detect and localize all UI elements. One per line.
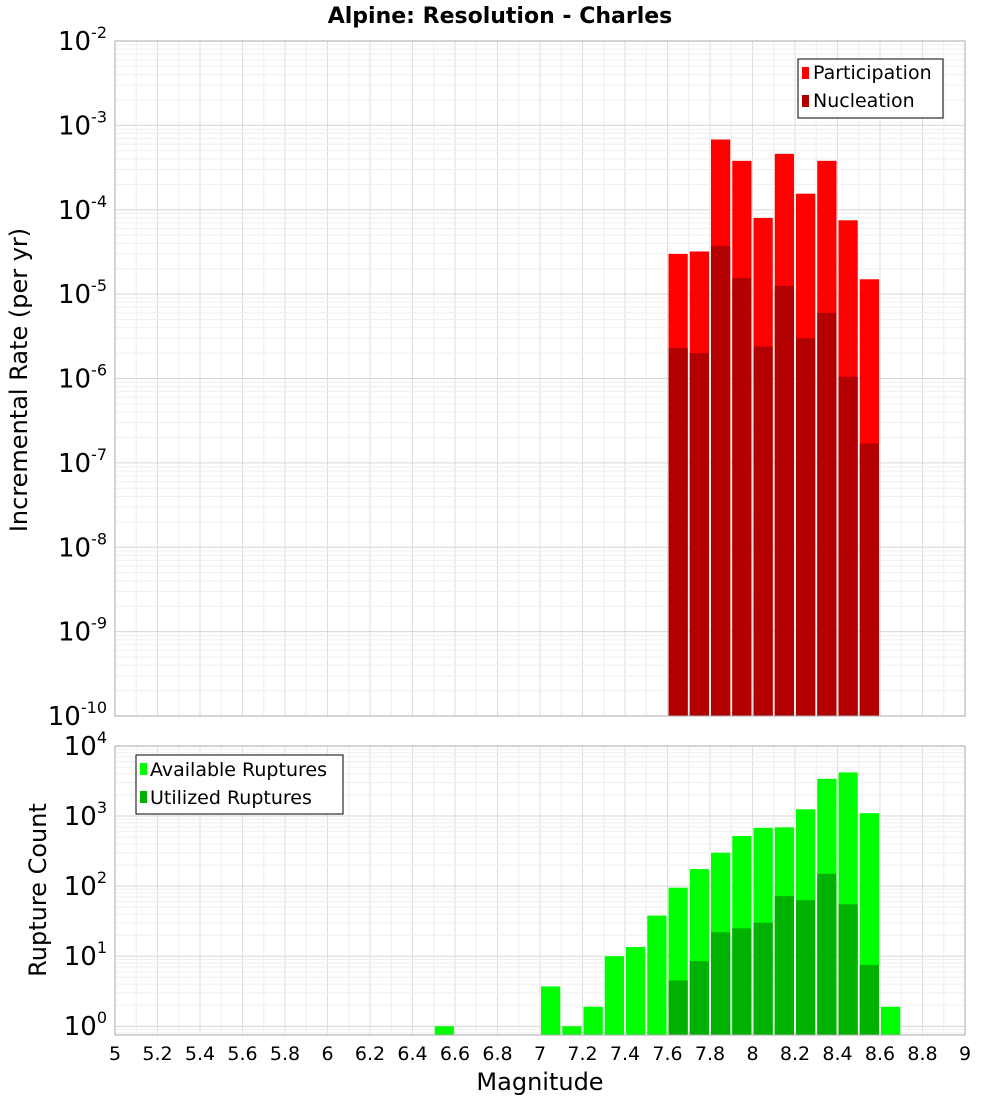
y-tick-label: 101 [64, 938, 107, 972]
bottom-bar-utilized-ruptures [753, 922, 773, 1035]
legend-swatch-nucleation [802, 95, 809, 107]
x-tick-label: 7.4 [610, 1043, 640, 1065]
legend-swatch-utilized [140, 791, 147, 803]
top-bar-nucleation [838, 376, 858, 716]
chart-title: Alpine: Resolution - Charles [328, 4, 673, 29]
bottom-plot-frame [114, 745, 966, 1036]
top-bar-nucleation [859, 443, 879, 716]
bottom-bar-available-ruptures [434, 1026, 454, 1035]
x-tick-label: 5 [109, 1043, 121, 1065]
top-bar-nucleation [689, 353, 709, 716]
top-bar-nucleation [668, 347, 688, 716]
x-tick-label: 6 [321, 1043, 333, 1065]
x-tick-label: 8.2 [780, 1043, 810, 1065]
y-tick-label: 10-10 [48, 698, 107, 732]
x-tick-label: 7.2 [567, 1043, 597, 1065]
top-grid [114, 41, 966, 717]
x-tick-label: 8.4 [822, 1043, 852, 1065]
top-bar-nucleation [774, 285, 794, 716]
y-tick-label: 10-4 [58, 192, 107, 226]
x-tick-label: 7.8 [695, 1043, 725, 1065]
legend-label-utilized: Utilized Ruptures [150, 787, 312, 809]
top-plot: 10-10 10-9 10-8 10-7 10-6 10-5 10-4 10-3 10-2 In… [5, 23, 966, 732]
x-tick-label: 7 [534, 1043, 546, 1065]
x-tick-label: 5.4 [185, 1043, 215, 1065]
legend-swatch-participation [802, 67, 809, 79]
x-tick-label: 7.6 [652, 1043, 682, 1065]
y-tick-label: 10-6 [58, 361, 107, 395]
bottom-y-axis-label: Rupture Count [24, 803, 52, 977]
x-tick-label: 8 [746, 1043, 758, 1065]
x-tick-label: 6.8 [482, 1043, 512, 1065]
x-tick-label: 8.8 [907, 1043, 937, 1065]
bottom-bar-utilized-ruptures [817, 873, 837, 1035]
bottom-bar-utilized-ruptures [774, 896, 794, 1035]
top-plot-frame [114, 40, 966, 717]
bottom-plot: 100 101 102 103 104 Rupture Count Available … [24, 728, 966, 1042]
y-tick-label: 100 [64, 1008, 107, 1042]
x-tick-label: 6.2 [355, 1043, 385, 1065]
top-bar-nucleation [817, 312, 837, 716]
top-bar-nucleation [753, 346, 773, 716]
bottom-bar-utilized-ruptures [838, 904, 858, 1035]
y-tick-label: 10-7 [58, 445, 107, 479]
y-tick-label: 10-5 [58, 276, 107, 310]
y-tick-label: 10-9 [58, 614, 107, 648]
bottom-bar-available-ruptures [647, 915, 667, 1035]
bottom-bar-available-ruptures [626, 947, 646, 1035]
legend-label-nucleation: Nucleation [813, 90, 915, 112]
legend-label-participation: Participation [813, 62, 932, 84]
x-axis-ticks: 5 5.2 5.4 5.6 5.8 6 6.2 6.4 6.6 6.8 7 7.2 7.4 7.6 7.8 8… [109, 1043, 971, 1065]
top-y-axis-label: Incremental Rate (per yr) [5, 228, 33, 532]
bottom-bar-available-ruptures [583, 1006, 603, 1035]
bottom-bar-utilized-ruptures [668, 980, 688, 1035]
x-tick-label: 6.6 [440, 1043, 470, 1065]
bottom-bar-utilized-ruptures [859, 964, 879, 1035]
bottom-bar-available-ruptures [562, 1026, 582, 1035]
bottom-y-ticks: 100 101 102 103 104 [64, 728, 107, 1042]
legend-label-available: Available Ruptures [150, 759, 327, 781]
top-y-ticks: 10-10 10-9 10-8 10-7 10-6 10-5 10-4 10-3 10-2 [48, 23, 107, 732]
bottom-bar-utilized-ruptures [732, 928, 752, 1035]
x-tick-label: 8.6 [865, 1043, 895, 1065]
bottom-legend: Available Ruptures Utilized Ruptures [135, 754, 344, 815]
bottom-bar-utilized-ruptures [711, 932, 731, 1035]
legend-swatch-available [140, 763, 147, 775]
top-bar-nucleation [796, 338, 816, 716]
bottom-bar-available-ruptures [541, 986, 561, 1035]
bottom-bar-available-ruptures [604, 956, 624, 1035]
bottom-bar-utilized-ruptures [689, 961, 709, 1035]
top-bar-nucleation [711, 246, 731, 716]
x-tick-label: 6.4 [397, 1043, 427, 1065]
y-tick-label: 102 [64, 868, 107, 902]
bottom-bar-utilized-ruptures [796, 900, 816, 1035]
x-tick-label: 5.8 [270, 1043, 300, 1065]
bottom-bars [434, 772, 901, 1035]
x-tick-label: 5.6 [227, 1043, 257, 1065]
bottom-bar-available-ruptures [881, 1006, 901, 1035]
y-tick-label: 10-3 [58, 107, 107, 141]
x-tick-label: 9 [959, 1043, 971, 1065]
y-tick-label: 10-8 [58, 529, 107, 563]
top-bar-nucleation [732, 278, 752, 716]
y-tick-label: 10-2 [58, 23, 107, 57]
x-axis-label: Magnitude [476, 1068, 603, 1096]
top-legend-box [797, 58, 944, 119]
top-bars [668, 139, 879, 717]
y-tick-label: 104 [64, 728, 107, 762]
bottom-legend-box [135, 754, 344, 815]
x-tick-label: 5.2 [142, 1043, 172, 1065]
top-legend: Participation Nucleation [797, 58, 944, 119]
y-tick-label: 103 [64, 798, 107, 832]
